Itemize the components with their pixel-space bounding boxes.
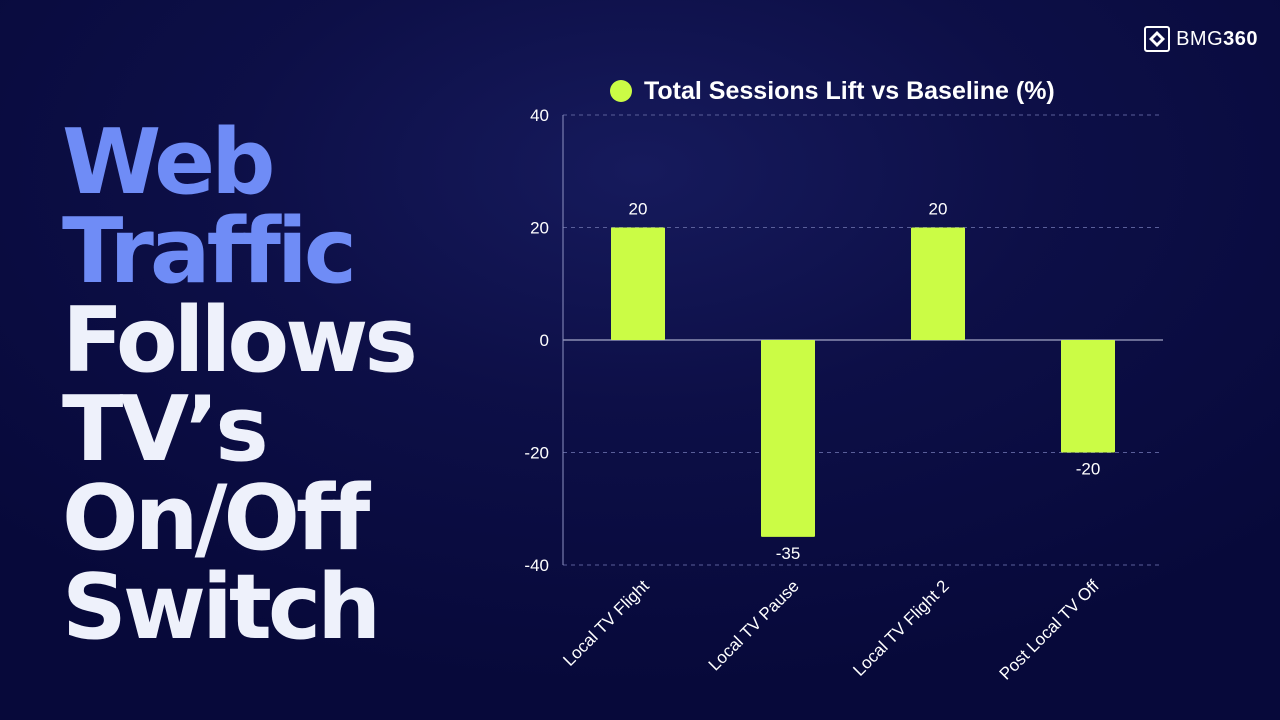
bar <box>761 340 815 537</box>
y-tick-label: 20 <box>530 219 549 238</box>
y-tick-label: 40 <box>530 106 549 125</box>
y-tick-label: -20 <box>524 444 549 463</box>
headline-line-1: Web <box>62 110 276 215</box>
data-label: 20 <box>929 200 948 219</box>
data-label: 20 <box>629 200 648 219</box>
legend-label: Total Sessions Lift vs Baseline (%) <box>644 76 1055 105</box>
x-tick-label: Local TV Flight 2 <box>849 576 952 679</box>
headline-line-6: Switch <box>62 555 381 660</box>
brand-prefix: BMG <box>1176 28 1224 50</box>
bar <box>611 227 665 340</box>
chart-legend: Total Sessions Lift vs Baseline (%) <box>610 76 1055 106</box>
brand-wordmark: BMG360 <box>1176 26 1258 52</box>
legend-swatch <box>610 80 632 102</box>
brand-logo: BMG360 <box>1144 26 1258 52</box>
bar <box>1061 340 1115 453</box>
x-tick-label: Post Local TV Off <box>996 576 1103 683</box>
bmg360-logo-icon <box>1144 26 1171 52</box>
headline-line-5: On/Off <box>62 466 370 571</box>
x-tick-label: Local TV Flight <box>559 576 653 670</box>
bar <box>911 227 965 340</box>
headline: Web Traffic Follows TV’s On/Off Switch <box>62 110 418 660</box>
y-tick-label: -40 <box>524 556 549 575</box>
y-tick-label: 0 <box>540 331 549 350</box>
data-label: -20 <box>1076 460 1101 479</box>
x-tick-label: Local TV Pause <box>705 576 803 674</box>
brand-suffix: 360 <box>1223 28 1258 50</box>
headline-line-2: Traffic <box>62 199 357 304</box>
headline-line-4: TV’s <box>62 377 269 482</box>
headline-line-3: Follows <box>62 288 418 393</box>
data-label: -35 <box>776 544 801 563</box>
